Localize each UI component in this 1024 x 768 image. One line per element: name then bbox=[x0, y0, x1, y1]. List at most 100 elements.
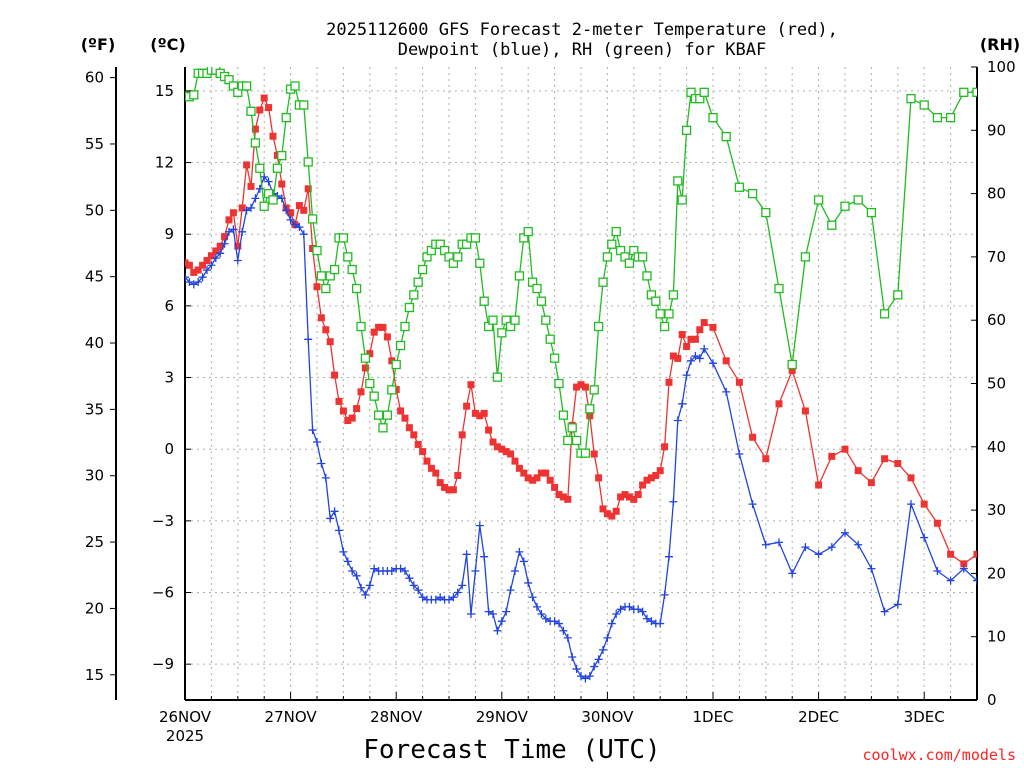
temperature-point bbox=[185, 261, 193, 269]
dewpoint-point bbox=[475, 521, 484, 530]
dewpoint-point bbox=[387, 567, 396, 576]
temperature-point bbox=[573, 383, 581, 391]
temperature-point bbox=[678, 331, 686, 339]
temperature-point bbox=[383, 333, 391, 341]
dewpoint-point bbox=[405, 574, 414, 583]
dewpoint-point bbox=[247, 203, 255, 212]
celsius-tick-label: 15 bbox=[155, 82, 174, 100]
dewpoint-point bbox=[695, 354, 704, 363]
fahrenheit-unit-label: (ºF) bbox=[81, 35, 116, 54]
series-temperature bbox=[185, 94, 977, 568]
temperature-point bbox=[559, 493, 567, 501]
rh-point bbox=[290, 81, 300, 91]
dewpoint-point bbox=[700, 344, 709, 353]
rh-point bbox=[813, 195, 824, 205]
temperature-point bbox=[229, 209, 237, 217]
temperature-point bbox=[630, 495, 638, 503]
temperature-point bbox=[251, 125, 259, 133]
dewpoint-point bbox=[678, 399, 687, 408]
rh-point bbox=[250, 138, 261, 148]
celsius-tick-label: 9 bbox=[164, 225, 174, 243]
x-tick-label: 28NOV bbox=[370, 708, 423, 726]
rh-point bbox=[571, 435, 582, 446]
rh-point bbox=[241, 81, 252, 91]
x-tick-label: 29NOV bbox=[476, 708, 529, 726]
dewpoint-point bbox=[907, 500, 915, 509]
temperature-point bbox=[542, 469, 550, 477]
rh-point bbox=[268, 195, 278, 205]
dewpoint-point bbox=[616, 605, 625, 614]
temperature-point bbox=[775, 400, 783, 408]
dewpoint-point bbox=[959, 564, 968, 573]
temperature-point bbox=[405, 424, 413, 432]
temperature-point bbox=[665, 378, 673, 386]
dewpoint-point bbox=[643, 614, 651, 623]
dewpoint-point bbox=[335, 526, 343, 535]
temperature-point bbox=[551, 483, 559, 491]
dewpoint-point bbox=[194, 277, 203, 286]
rh-point bbox=[932, 112, 943, 123]
temperature-point bbox=[599, 505, 607, 513]
celsius-unit-label: (ºC) bbox=[150, 35, 185, 54]
dewpoint-point bbox=[920, 533, 929, 542]
rh-point bbox=[395, 340, 406, 351]
dewpoint-point bbox=[242, 206, 251, 215]
rh-point bbox=[400, 321, 410, 332]
dewpoint-point bbox=[418, 593, 427, 602]
dewpoint-point bbox=[497, 617, 506, 626]
fahrenheit-tick-label: 60 bbox=[85, 69, 104, 87]
x-tick-sublabel: 2025 bbox=[166, 727, 204, 745]
chart-title-line1: 2025112600 GFS Forecast 2-meter Temperat… bbox=[326, 20, 838, 40]
temperature-point bbox=[634, 491, 642, 499]
rh-point bbox=[316, 271, 327, 281]
temperature-point bbox=[449, 486, 457, 494]
rh-point bbox=[677, 195, 687, 205]
dewpoint-point bbox=[946, 576, 955, 585]
fahrenheit-tick-label: 25 bbox=[85, 533, 104, 551]
dewpoint-point bbox=[933, 567, 942, 576]
temperature-point bbox=[546, 476, 554, 484]
temperature-point bbox=[577, 381, 585, 389]
fahrenheit-tick-label: 45 bbox=[85, 268, 104, 286]
temperature-point bbox=[471, 409, 479, 417]
temperature-point bbox=[762, 455, 770, 463]
series-line bbox=[185, 96, 977, 565]
dewpoint-point bbox=[370, 564, 379, 573]
rh-point bbox=[642, 271, 652, 281]
temperature-point bbox=[612, 507, 620, 515]
rh-point bbox=[369, 391, 379, 401]
dewpoint-point bbox=[841, 528, 849, 537]
rh-point bbox=[365, 378, 375, 389]
dewpoint-point bbox=[238, 227, 247, 236]
temperature-point bbox=[960, 560, 968, 568]
rh-point bbox=[659, 321, 670, 332]
temperature-point bbox=[691, 335, 699, 343]
x-tick-label: 27NOV bbox=[265, 708, 318, 726]
temperature-point bbox=[370, 328, 378, 336]
rh-point bbox=[479, 296, 489, 306]
dewpoint-point bbox=[203, 266, 211, 275]
dewpoint-point bbox=[880, 607, 889, 616]
temperature-point bbox=[243, 161, 251, 169]
series-rh bbox=[185, 67, 977, 458]
temperature-point bbox=[476, 412, 484, 420]
temperature-point bbox=[317, 314, 325, 322]
temperature-point bbox=[555, 491, 563, 499]
temperature-point bbox=[647, 474, 655, 482]
rh-point bbox=[589, 385, 599, 395]
temperature-point bbox=[947, 550, 955, 558]
dewpoint-point bbox=[854, 540, 863, 549]
temperature-point bbox=[507, 450, 515, 458]
temperature-point bbox=[432, 469, 440, 477]
fahrenheit-tick-label: 20 bbox=[85, 599, 104, 617]
dewpoint-point bbox=[559, 626, 568, 635]
chart-title-line2: Dewpoint (blue), RH (green) for KBAF bbox=[398, 40, 766, 60]
rh-point bbox=[664, 309, 674, 319]
dewpoint-point bbox=[709, 359, 717, 368]
temperature-point bbox=[867, 479, 875, 487]
temperature-point bbox=[265, 104, 273, 112]
rh-point bbox=[558, 410, 569, 420]
rh-tick-label: 100 bbox=[987, 58, 1016, 76]
dewpoint-point bbox=[533, 602, 541, 611]
